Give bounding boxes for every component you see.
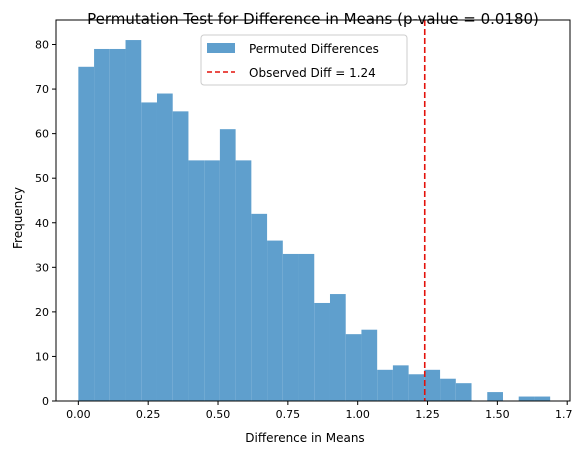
histogram-bar <box>78 66 95 401</box>
histogram-bar <box>392 365 409 401</box>
x-axis-ticks: 0.00 0.25 0.50 0.75 1.00 1.25 1.50 1.75 <box>66 401 572 421</box>
y-tick-label: 10 <box>35 350 49 363</box>
histogram-bar <box>219 129 236 401</box>
y-tick-label: 40 <box>35 217 49 230</box>
histogram-bar <box>345 334 362 401</box>
histogram-bar <box>518 396 535 401</box>
y-tick-label: 20 <box>35 306 49 319</box>
histogram-bar <box>188 160 205 401</box>
legend-label-permuted: Permuted Differences <box>249 42 379 56</box>
histogram-bar <box>251 213 268 401</box>
y-axis-label: Frequency <box>11 187 25 249</box>
legend-label-observed: Observed Diff = 1.24 <box>249 66 376 80</box>
y-tick-label: 0 <box>42 395 49 408</box>
y-tick-label: 30 <box>35 261 49 274</box>
histogram-bar <box>172 111 189 401</box>
plot-frame <box>55 19 571 402</box>
x-tick-label: 1.50 <box>485 408 510 421</box>
histogram-bar <box>314 302 330 401</box>
x-tick-label: 1.25 <box>415 408 440 421</box>
legend-swatch-permuted <box>207 43 235 53</box>
histogram-bar <box>141 102 157 401</box>
histogram-bar <box>440 378 456 401</box>
histogram-bar <box>282 253 299 401</box>
histogram-bar <box>235 160 252 401</box>
histogram-bar <box>94 48 110 402</box>
histogram-bar <box>125 40 142 401</box>
x-tick-label: 0.00 <box>66 408 91 421</box>
legend-box <box>200 34 408 86</box>
y-tick-label: 70 <box>35 83 49 96</box>
histogram-bar <box>204 160 220 401</box>
y-tick-label: 60 <box>35 128 49 141</box>
histogram-bars <box>78 40 551 402</box>
histogram-bar <box>487 392 503 401</box>
histogram-bar <box>361 329 378 401</box>
y-axis-ticks: 0 10 20 30 40 50 60 70 80 <box>35 39 56 408</box>
x-axis-label: Difference in Means <box>245 431 364 445</box>
x-tick-label: 0.50 <box>206 408 231 421</box>
y-tick-label: 50 <box>35 172 49 185</box>
histogram-bar <box>109 48 126 402</box>
histogram-bar <box>377 369 393 401</box>
x-tick-label: 0.75 <box>276 408 301 421</box>
x-tick-label: 0.25 <box>136 408 161 421</box>
histogram-bar <box>534 396 551 401</box>
histogram-bar <box>455 383 472 401</box>
histogram-bar <box>329 294 346 401</box>
histogram-bar <box>298 253 315 401</box>
legend: Permuted Differences Observed Diff = 1.2… <box>200 34 408 86</box>
histogram-bar <box>408 374 425 401</box>
histogram-bar <box>424 369 441 401</box>
chart-title: Permutation Test for Difference in Means… <box>87 10 539 28</box>
x-tick-label: 1.75 <box>555 408 572 421</box>
x-tick-label: 1.00 <box>345 408 370 421</box>
histogram-bar <box>156 93 173 402</box>
y-tick-label: 80 <box>35 39 49 52</box>
histogram-bar <box>267 240 283 401</box>
